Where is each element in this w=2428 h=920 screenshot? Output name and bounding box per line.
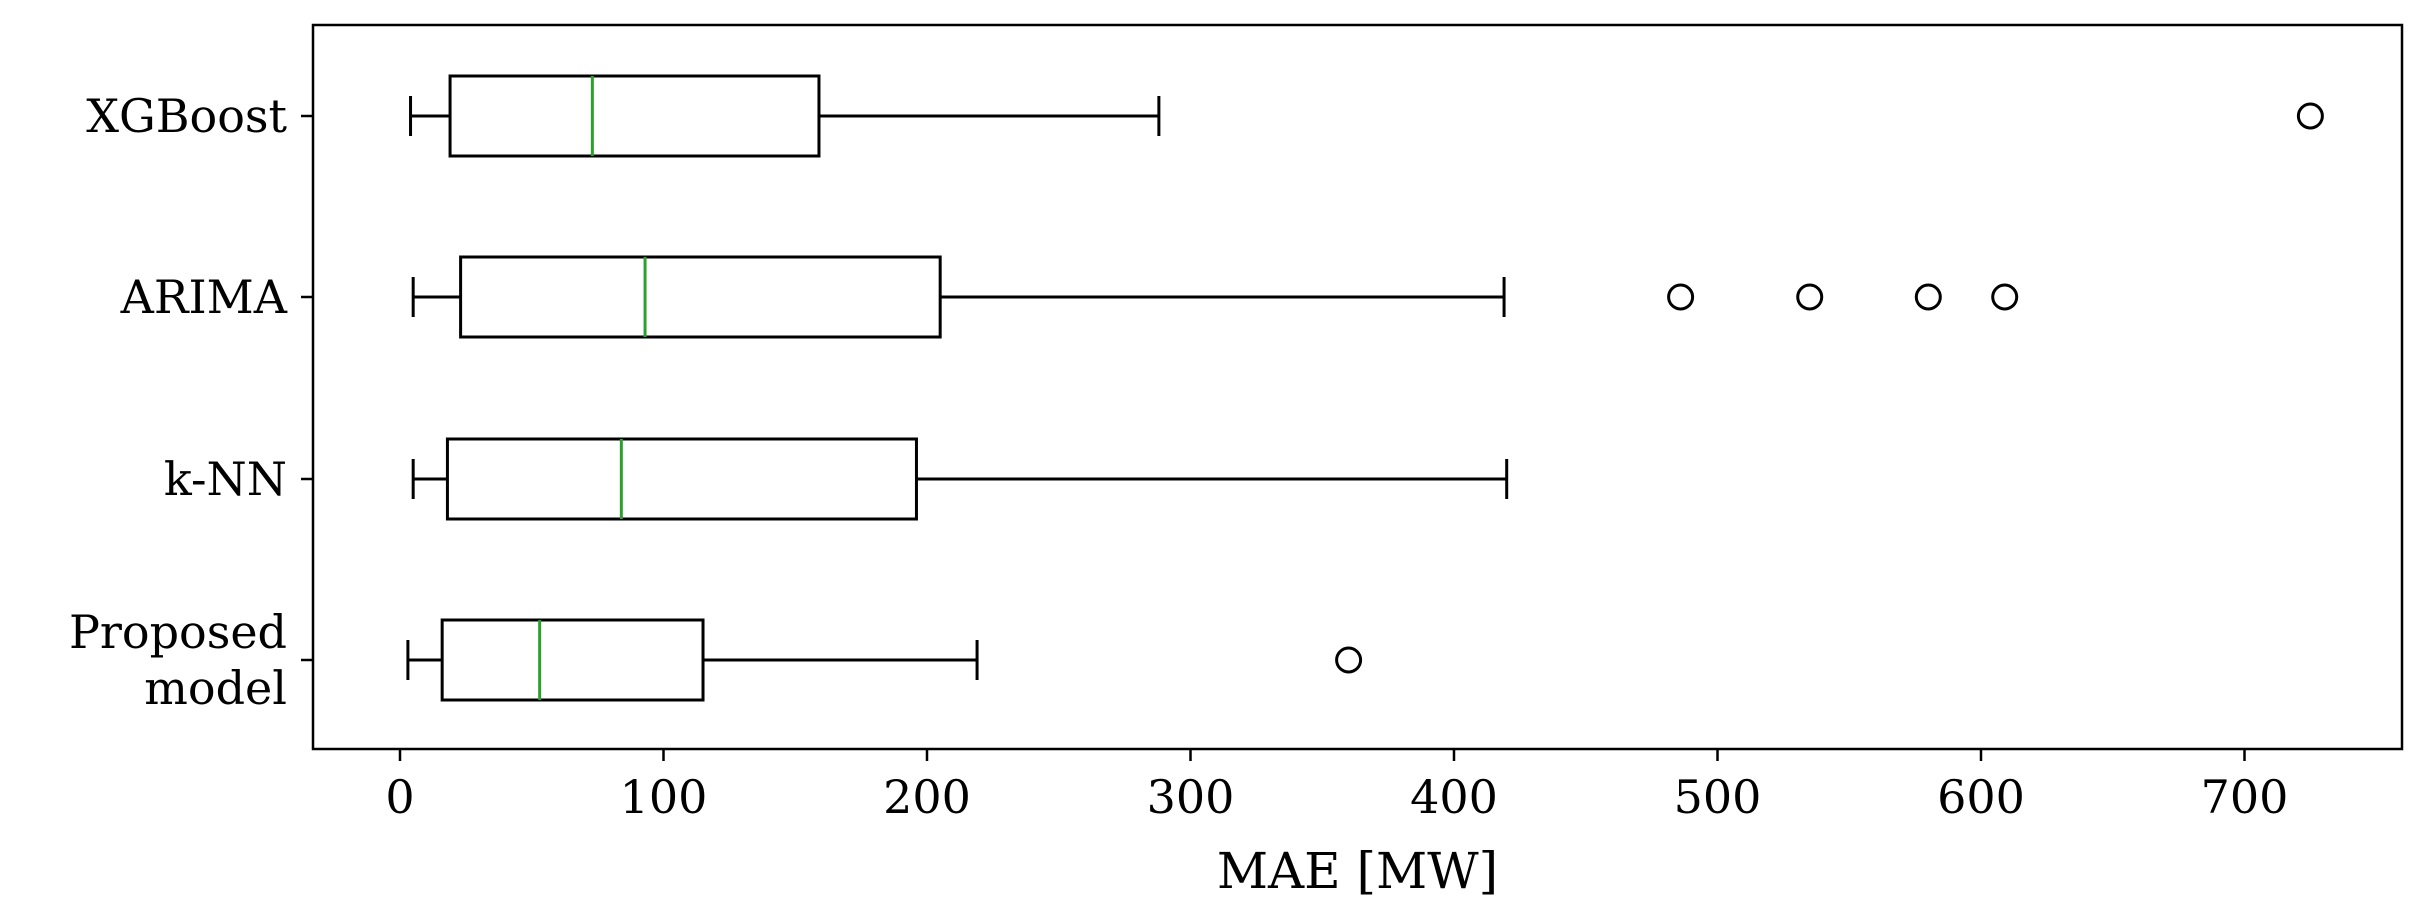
- outlier-point: [1335, 646, 1363, 674]
- box-group-3: [411, 437, 1509, 521]
- y-tick-label: Proposed: [69, 605, 287, 659]
- outlier-point: [1991, 283, 2019, 311]
- plot-layer: [406, 74, 2324, 702]
- box-group-2: [411, 255, 2019, 339]
- x-tick-label: 100: [620, 770, 708, 824]
- x-axis: 0 100 200 300 400 500 600 700: [385, 749, 2288, 824]
- plot-frame: [311, 23, 2404, 751]
- x-tick-label: 0: [385, 770, 414, 824]
- x-tick-label: 600: [1937, 770, 2025, 824]
- y-tick-label: model: [144, 661, 287, 715]
- y-tick-label: k-NN: [164, 452, 287, 506]
- x-tick-label: 200: [883, 770, 971, 824]
- x-tick-label: 700: [2201, 770, 2289, 824]
- box-group-1: [409, 74, 2324, 158]
- x-tick-label: 500: [1674, 770, 1762, 824]
- y-tick-label: XGBoost: [86, 89, 287, 143]
- box-group-4: [406, 618, 1363, 702]
- outlier-point: [2296, 102, 2324, 130]
- iqr-box: [459, 255, 942, 339]
- x-axis-title: MAE [MW]: [1217, 842, 1498, 900]
- outlier-point: [1667, 283, 1695, 311]
- iqr-box: [440, 618, 705, 702]
- iqr-box: [448, 74, 821, 158]
- x-tick-label: 300: [1147, 770, 1235, 824]
- x-tick-label: 400: [1410, 770, 1498, 824]
- iqr-box: [445, 437, 918, 521]
- outlier-point: [1796, 283, 1824, 311]
- outlier-point: [1914, 283, 1942, 311]
- y-tick-label: ARIMA: [120, 270, 288, 324]
